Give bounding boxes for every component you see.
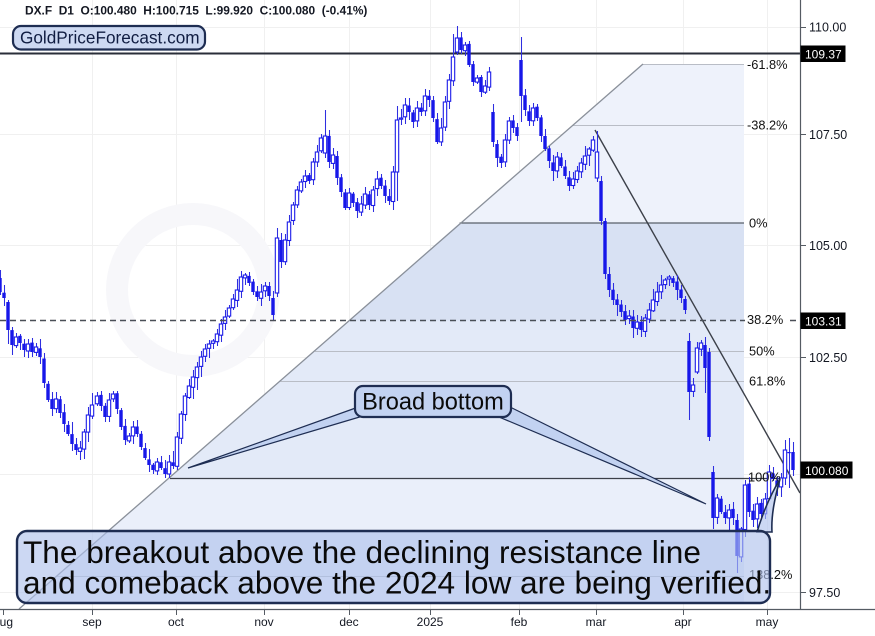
svg-text:61.8%: 61.8%	[749, 374, 785, 389]
svg-text:mar: mar	[586, 615, 607, 629]
svg-text:DX.F D1 O:100.480 H:100.715: DX.F D1 O:100.480 H:100.715 L:99.920 C:1…	[25, 4, 367, 18]
svg-text:102.50: 102.50	[809, 351, 847, 365]
svg-text:and comeback above the 2024 lo: and comeback above the 2024 low are bein…	[23, 565, 771, 601]
svg-text:110.00: 110.00	[809, 21, 846, 35]
svg-text:may: may	[756, 615, 779, 629]
svg-text:105.00: 105.00	[809, 239, 847, 253]
svg-text:50%: 50%	[749, 344, 775, 359]
svg-text:The breakout above the declini: The breakout above the declining resista…	[23, 534, 701, 570]
svg-text:109.37: 109.37	[805, 48, 842, 62]
svg-text:apr: apr	[674, 615, 691, 629]
svg-text:0%: 0%	[749, 216, 768, 231]
svg-text:100.080: 100.080	[805, 464, 849, 478]
svg-text:Broad bottom: Broad bottom	[362, 390, 504, 416]
svg-text:-61.8%: -61.8%	[747, 57, 788, 72]
svg-text:2025: 2025	[417, 615, 444, 629]
svg-text:feb: feb	[511, 615, 528, 629]
svg-text:nov: nov	[254, 615, 273, 629]
svg-text:97.50: 97.50	[809, 586, 840, 600]
svg-text:sep: sep	[82, 615, 102, 629]
svg-text:oct: oct	[168, 615, 185, 629]
svg-text:107.50: 107.50	[809, 128, 847, 142]
svg-text:GoldPriceForecast.com: GoldPriceForecast.com	[20, 28, 200, 48]
svg-text:100%: 100%	[748, 470, 781, 485]
svg-text:-38.2%: -38.2%	[747, 118, 788, 133]
svg-text:dec: dec	[339, 615, 358, 629]
svg-text:38.2%: 38.2%	[747, 312, 783, 327]
svg-text:aug: aug	[0, 615, 13, 629]
svg-text:103.31: 103.31	[805, 315, 842, 329]
